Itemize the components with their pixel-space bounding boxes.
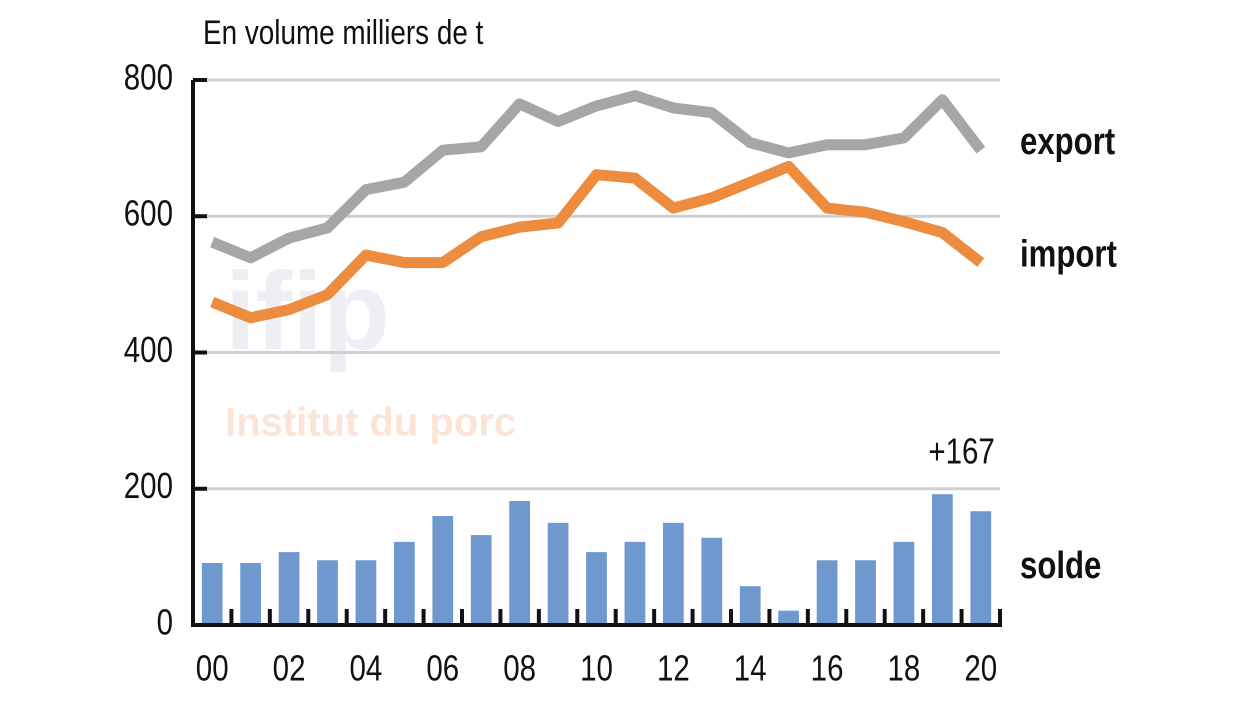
y-tick-label: 600 [124, 193, 173, 233]
x-tick-label: 04 [350, 648, 383, 688]
bar [509, 501, 531, 625]
series-label: import [1020, 234, 1117, 276]
y-tick-label: 800 [124, 57, 173, 97]
bar [240, 563, 262, 625]
bar [701, 537, 723, 625]
bar [855, 560, 876, 625]
y-tick-label: 0 [157, 602, 173, 642]
y-tick-label: 400 [124, 329, 173, 369]
chart-title: En volume milliers de t [203, 13, 484, 51]
bar [278, 552, 300, 625]
x-tick-label: 16 [811, 648, 844, 688]
x-tick-label: 20 [964, 648, 997, 688]
bar [624, 541, 646, 625]
bar [739, 586, 761, 625]
y-tick-label: 200 [124, 465, 173, 505]
bar [432, 516, 454, 625]
x-tick-label: 18 [888, 648, 921, 688]
bar [778, 610, 800, 625]
x-tick-label: 12 [657, 648, 690, 688]
x-tick-label: 00 [196, 648, 229, 688]
line [210, 161, 985, 324]
x-tick-label: 02 [273, 648, 306, 688]
x-tick-label: 06 [426, 648, 459, 688]
bar [547, 522, 569, 625]
watermark: Institut du porc [225, 401, 516, 445]
x-tick-label: 14 [734, 648, 767, 688]
series-label: export [1020, 121, 1116, 163]
bar [355, 560, 377, 625]
bar [317, 560, 338, 625]
bar [931, 494, 953, 625]
bar [586, 552, 607, 625]
bar [970, 511, 992, 625]
x-tick-label: 10 [580, 648, 613, 688]
annotation: +167 [928, 431, 994, 471]
bar [393, 541, 415, 625]
series-label: solde [1020, 545, 1101, 587]
bar [816, 560, 838, 625]
bar [662, 522, 684, 625]
bar [470, 535, 492, 625]
bar [893, 541, 915, 625]
x-tick-label: 08 [503, 648, 536, 688]
bar [201, 563, 223, 625]
line [210, 90, 986, 264]
